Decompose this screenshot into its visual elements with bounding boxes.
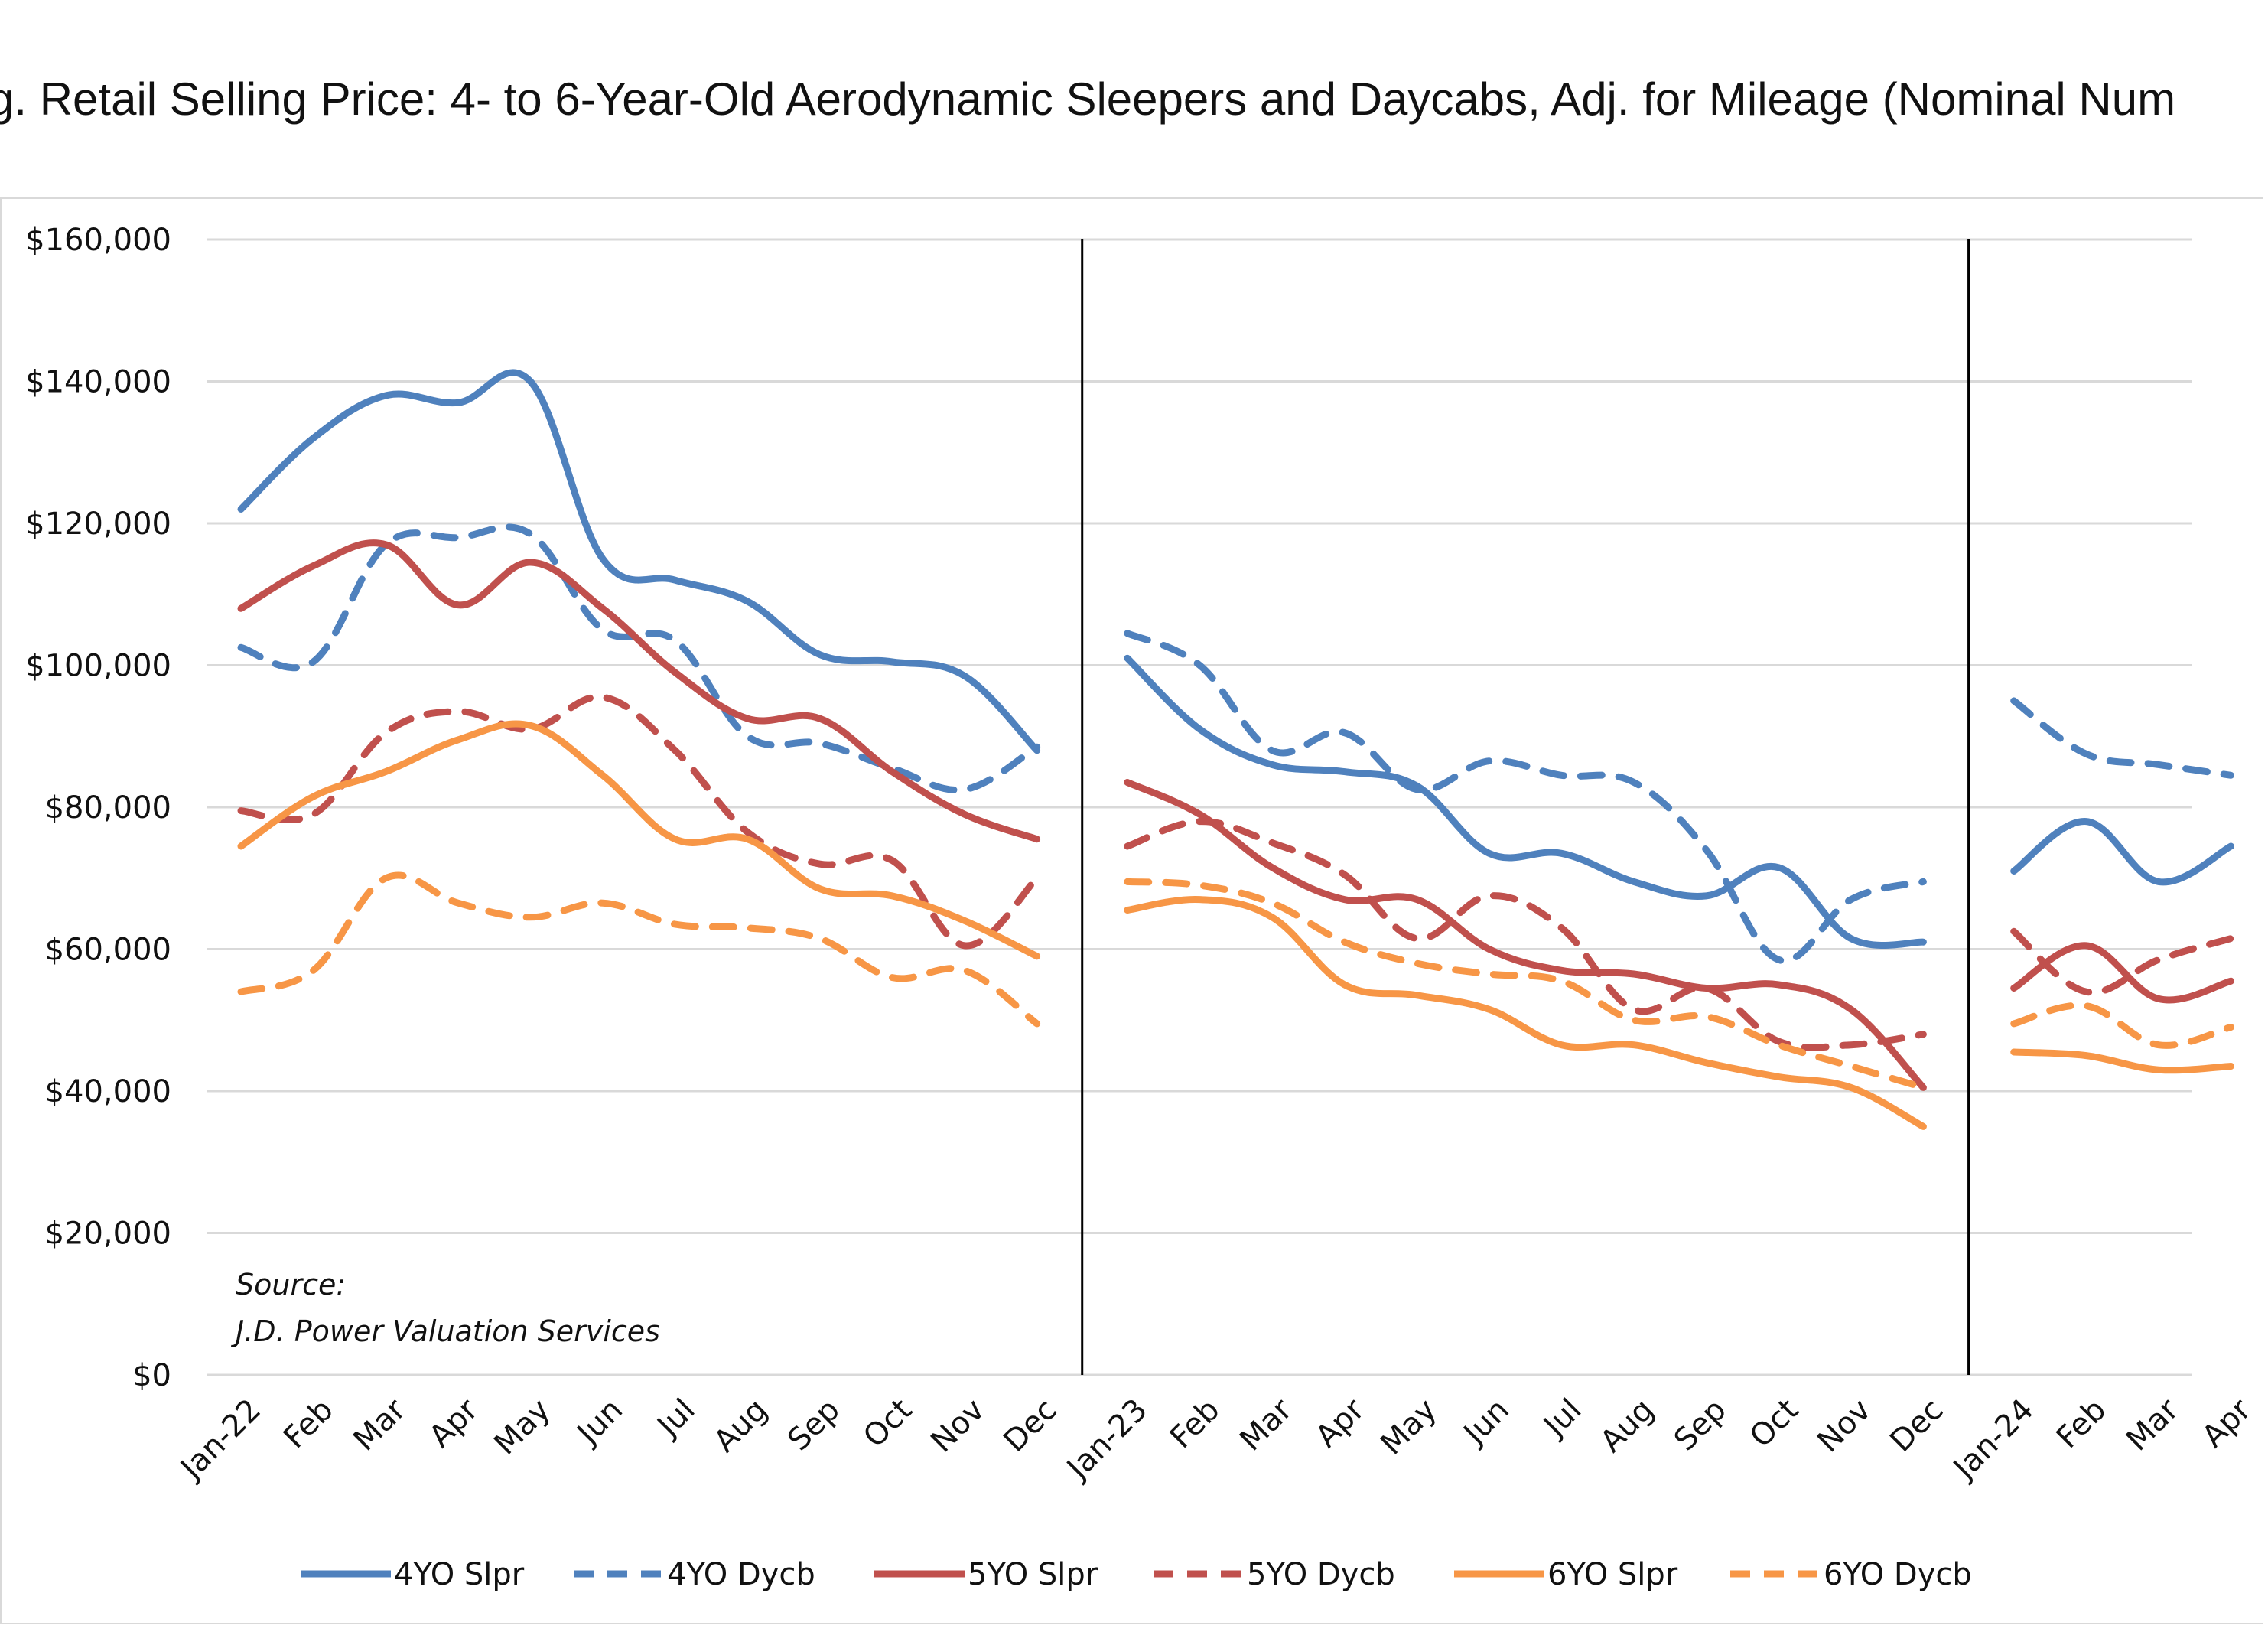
y-tick-label: $60,000 [45, 933, 171, 968]
x-tick-label: May [487, 1393, 557, 1462]
y-tick-label: $0 [132, 1358, 171, 1393]
legend-label-5yo-slpr: 5YO Slpr [968, 1557, 1098, 1592]
y-tick-label: $80,000 [45, 790, 171, 826]
x-tick-label: Jun [569, 1393, 630, 1453]
y-tick-label: $20,000 [45, 1217, 171, 1252]
x-tick-label: Jul [1536, 1393, 1589, 1445]
series-line-6yo-dycb [2010, 1002, 2234, 1049]
x-tick-label: Apr [2195, 1392, 2258, 1454]
y-axis-tick-labels: $0 $20,000 $40,000 $60,000 $80,000 $100,000 $1… [25, 223, 171, 1393]
x-tick-label: Mar [1233, 1392, 1299, 1458]
series-line-6yo-dycb [237, 871, 1041, 1028]
legend-label-6yo-slpr: 6YO Slpr [1547, 1557, 1678, 1592]
series-line-4yo-slpr [2010, 818, 2234, 886]
y-tick-label: $140,000 [25, 365, 171, 400]
x-tick-label: Apr [1309, 1392, 1372, 1454]
series-line-5yo-slpr [1124, 779, 1927, 1091]
year-separators [1081, 239, 1970, 1375]
y-tick-label: $100,000 [25, 649, 171, 684]
series-line-4yo-slpr [1124, 654, 1927, 950]
series-line-5yo-slpr [237, 539, 1041, 843]
series-line-4yo-dycb [1124, 630, 1927, 965]
source-annotation: Source: J.D. Power Valuation Services [230, 1268, 660, 1348]
series-line-6yo-slpr [237, 720, 1041, 960]
chart-area [0, 197, 2263, 1624]
x-tick-label: Feb [277, 1393, 340, 1456]
source-label: Source: [236, 1268, 346, 1301]
x-tick-label: Sep [1668, 1393, 1733, 1458]
legend-label-4yo-slpr: 4YO Slpr [394, 1557, 525, 1592]
chart-title: g. Retail Selling Price: 4- to 6-Year-Ol… [0, 73, 2176, 125]
legend-label-6yo-dycb: 6YO Dycb [1824, 1557, 1972, 1592]
x-tick-label: Apr [422, 1392, 485, 1454]
x-tick-label: Jul [649, 1393, 702, 1445]
x-tick-label: Jan-24 [1945, 1393, 2040, 1487]
legend: 4YO Slpr 4YO Dycb 5YO Slpr 5YO Dycb 6YO Slpr… [301, 1557, 1972, 1592]
series-line-5yo-dycb [237, 693, 1041, 950]
series-line-6yo-dycb [1124, 878, 1927, 1091]
x-tick-label: Dec [1883, 1393, 1950, 1459]
series-line-5yo-dycb [1124, 818, 1927, 1051]
source-text: J.D. Power Valuation Services [230, 1314, 660, 1348]
x-tick-label: May [1374, 1393, 1443, 1462]
y-tick-label: $120,000 [25, 507, 171, 542]
x-tick-label: Oct [1743, 1393, 1805, 1454]
x-tick-label: Mar [2120, 1392, 2185, 1458]
series-line-4yo-dycb [237, 523, 1041, 794]
x-tick-label: Dec [997, 1393, 1063, 1459]
x-tick-label: Jan-23 [1059, 1393, 1154, 1487]
x-tick-label: Aug [708, 1393, 775, 1460]
legend-label-5yo-dycb: 5YO Dycb [1247, 1557, 1395, 1592]
x-tick-label: Nov [1811, 1393, 1878, 1460]
series-line-4yo-dycb [2010, 697, 2234, 779]
series-line-5yo-slpr [2010, 942, 2234, 1004]
x-tick-label: Aug [1593, 1393, 1661, 1460]
x-tick-label: Oct [857, 1393, 919, 1454]
x-tick-label: Jan-22 [173, 1393, 268, 1487]
x-tick-label: Mar [347, 1392, 412, 1458]
series-line-6yo-slpr [1124, 896, 1927, 1130]
x-tick-label: Feb [1163, 1393, 1227, 1456]
y-tick-label: $40,000 [45, 1074, 171, 1109]
gridlines [207, 238, 2192, 1376]
x-tick-label: Jun [1456, 1393, 1516, 1453]
series-line-6yo-slpr [2010, 1048, 2234, 1074]
x-tick-label: Nov [924, 1393, 991, 1460]
x-axis-tick-labels: Jan-22 Feb Mar Apr May Jun Jul Aug Sep Oct Nov DecJ… [173, 1392, 2258, 1487]
series-line-4yo-slpr [237, 369, 1041, 754]
x-tick-label: Feb [2050, 1393, 2113, 1456]
y-tick-label: $160,000 [25, 223, 171, 258]
series-line-5yo-dycb [2010, 927, 2234, 996]
legend-label-4yo-dycb: 4YO Dycb [667, 1557, 815, 1592]
x-tick-label: Sep [781, 1393, 847, 1458]
series-lines [237, 369, 2234, 1130]
